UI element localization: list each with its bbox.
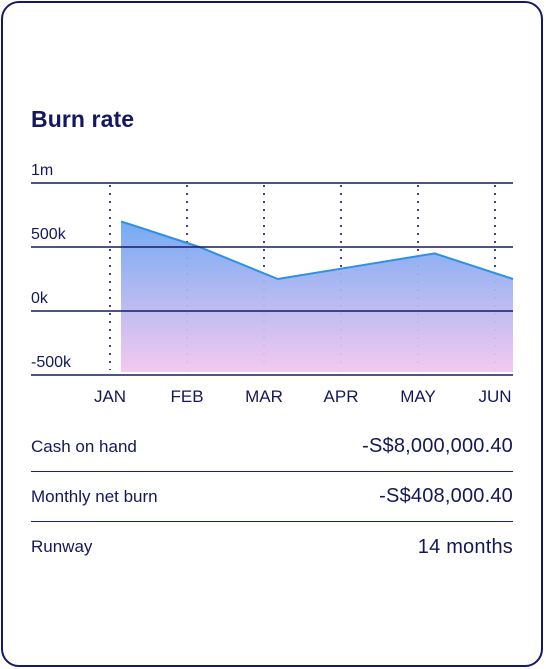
x-tick-label-jan: JAN [94, 387, 126, 406]
y-tick-label: 500k [31, 226, 67, 243]
x-tick-label-may: MAY [400, 387, 436, 406]
card-title: Burn rate [31, 106, 135, 132]
x-tick-label-apr: APR [324, 387, 359, 406]
cash-on-hand-value: -S$8,000,000.40 [362, 435, 513, 457]
x-tick-label-jun: JUN [478, 387, 511, 406]
cash-on-hand-label: Cash on hand [31, 436, 137, 456]
x-tick-label-feb: FEB [170, 387, 203, 406]
y-tick-label: 1m [31, 162, 53, 179]
summary-list: Cash on hand -S$8,000,000.40 Monthly net… [31, 422, 513, 572]
runway-value: 14 months [417, 535, 513, 558]
monthly-net-burn-label: Monthly net burn [31, 486, 158, 506]
y-tick-label: 0k [31, 290, 49, 307]
monthly-net-burn-row: Monthly net burn -S$408,000.40 [31, 472, 513, 522]
runway-label: Runway [31, 537, 93, 556]
x-tick-label-mar: MAR [245, 387, 283, 406]
area-line [120, 220, 514, 281]
monthly-net-burn-value: -S$408,000.40 [379, 485, 513, 507]
y-tick-label: -500k [31, 354, 72, 371]
burn-rate-chart: 1m 500k 0k -500k JAN FEB MAR APR MAY JUN [31, 162, 514, 406]
area-fill [121, 221, 513, 372]
runway-row: Runway 14 months [31, 522, 513, 572]
cash-on-hand-row: Cash on hand -S$8,000,000.40 [31, 422, 513, 472]
